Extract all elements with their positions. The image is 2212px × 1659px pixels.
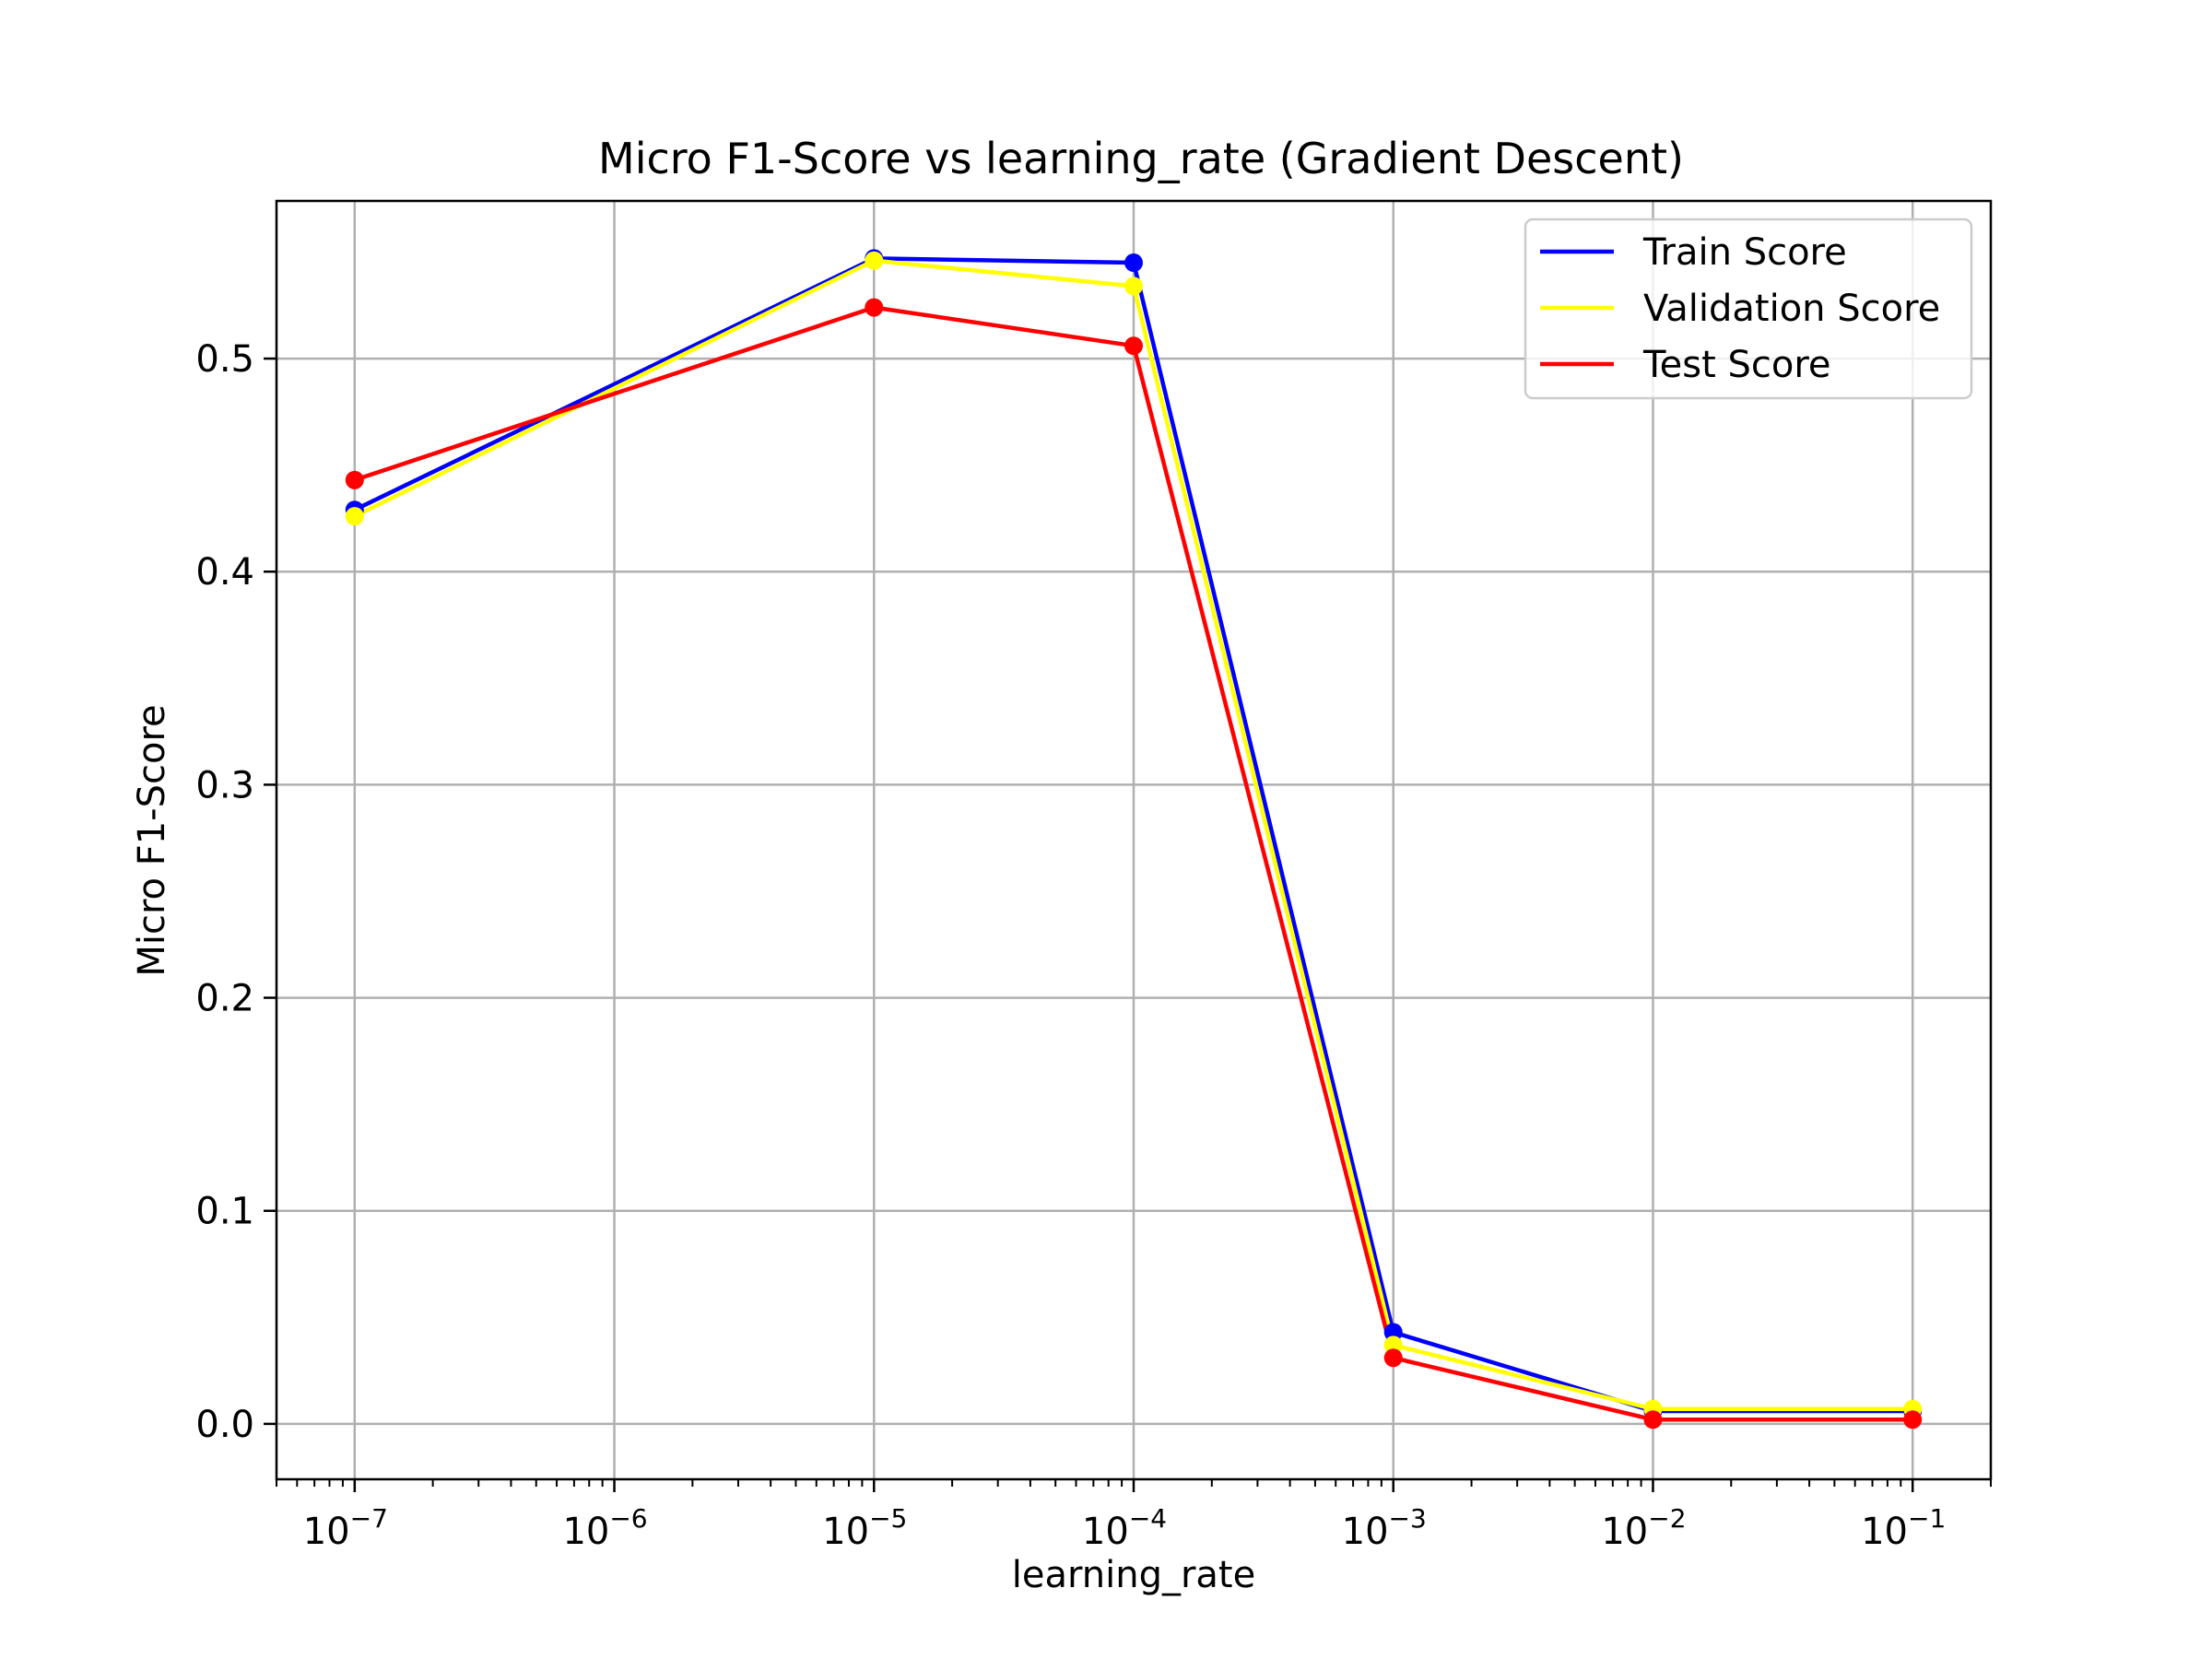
legend-label-test-score: Test Score	[1642, 344, 1831, 386]
x-tick-label: 10−4	[1082, 1503, 1167, 1553]
y-tick-label: 0.0	[195, 1404, 254, 1446]
test-score-point	[1124, 336, 1143, 356]
test-score-point	[1643, 1410, 1663, 1430]
x-tick-label: 10−6	[562, 1503, 647, 1553]
train-score-point	[1383, 1323, 1403, 1342]
validation-score-point	[865, 251, 884, 270]
validation-score-line	[353, 258, 1913, 1411]
test-score-line	[354, 305, 1913, 1422]
validation-score-point	[1383, 1335, 1403, 1355]
y-tick-label: 0.5	[195, 338, 254, 381]
legend-label-train-score: Train Score	[1642, 231, 1847, 274]
y-tick-label: 0.4	[195, 551, 254, 594]
x-axis-label: learning_rate	[1012, 1554, 1255, 1596]
validation-score-point	[1124, 276, 1143, 296]
train-score-line	[353, 256, 1913, 1414]
x-tick-label: 10−7	[303, 1503, 388, 1553]
test-score-point	[345, 470, 364, 489]
legend: Train Score Validation Score Test Score	[1524, 218, 1973, 400]
grid	[276, 201, 1991, 1479]
test-score-point	[865, 298, 884, 317]
x-tick-label: 10−5	[822, 1503, 907, 1553]
validation-score-point	[345, 507, 364, 526]
test-score-point	[1903, 1410, 1923, 1430]
x-tick-label: 10−1	[1861, 1503, 1946, 1553]
y-tick-label: 0.2	[195, 978, 254, 1020]
legend-label-validation-score: Validation Score	[1643, 288, 1940, 330]
y-tick-label: 0.1	[195, 1191, 254, 1233]
x-tick-label: 10−2	[1601, 1503, 1686, 1553]
axis-ticks: 10−7 10−6 10−5 10−4 10−3 10−2 10−1 0.0 0.1 0.2 0.3…	[195, 338, 1992, 1553]
legend-frame	[1524, 218, 1973, 400]
y-tick-label: 0.3	[195, 764, 254, 806]
series-layer	[345, 249, 1923, 1430]
chart-title: Micro F1-Score vs learning_rate (Gradien…	[598, 134, 1684, 183]
y-axis-label: Micro F1-Score	[131, 704, 173, 976]
test-score-point	[1383, 1348, 1403, 1368]
x-tick-label: 10−3	[1342, 1503, 1427, 1553]
train-score-point	[1124, 253, 1143, 273]
